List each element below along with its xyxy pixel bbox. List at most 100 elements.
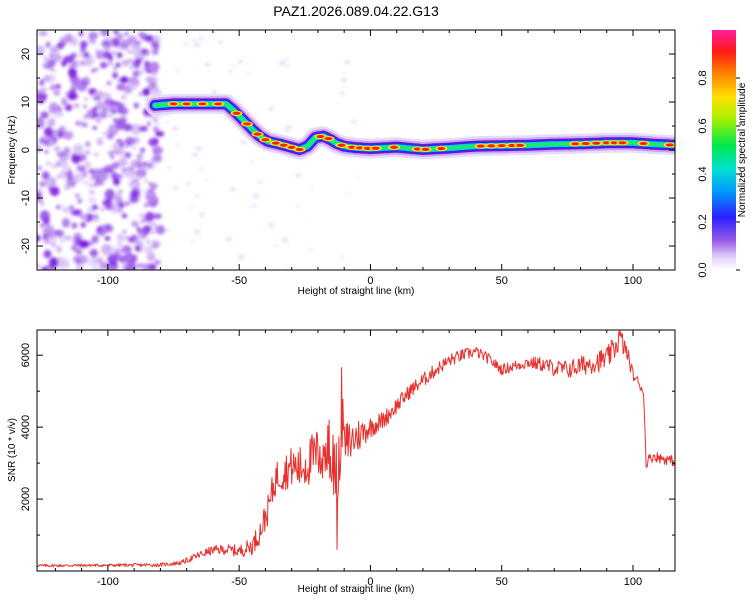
noise-blob — [152, 154, 163, 164]
noise-blob — [133, 179, 139, 184]
noise-blob — [111, 104, 119, 111]
noise-blob — [93, 152, 99, 157]
noise-blob — [91, 115, 97, 119]
noise-blob — [80, 61, 85, 65]
ridge-hotspot-red — [316, 134, 325, 139]
noise-blob — [149, 221, 158, 227]
noise-blob — [142, 88, 151, 97]
noise-blob-sparse — [344, 60, 351, 65]
noise-blob-sparse — [230, 187, 236, 192]
ridge-hotspot-red — [261, 138, 270, 142]
noise-blob — [59, 237, 65, 244]
noise-blob — [127, 58, 134, 64]
noise-blob — [37, 165, 43, 171]
ridge-hotspot-red — [437, 146, 446, 151]
noise-blob — [149, 62, 159, 71]
noise-blob — [116, 52, 123, 59]
noise-blob — [44, 264, 56, 270]
noise-blob — [96, 137, 104, 146]
noise-blob — [77, 197, 83, 204]
noise-blob — [144, 225, 152, 232]
noise-blob — [69, 205, 74, 210]
noise-blob — [110, 154, 115, 159]
colorbar-tick-label: 0.2 — [697, 214, 709, 229]
noise-blob — [110, 172, 115, 176]
noise-blob — [145, 240, 151, 244]
noise-blob — [51, 106, 57, 112]
noise-blob — [68, 67, 77, 78]
noise-blob-sparse — [295, 173, 301, 178]
noise-blob — [95, 50, 104, 60]
spectrogram-ytick-label: -20 — [20, 238, 32, 254]
noise-blob — [49, 177, 57, 187]
noise-blob — [90, 216, 100, 223]
noise-blob — [104, 236, 111, 241]
snr-series-line — [37, 330, 675, 568]
noise-blob — [81, 76, 91, 86]
noise-blob — [37, 143, 40, 147]
noise-blob — [135, 245, 141, 252]
ridge-hotspot-red — [287, 145, 296, 149]
noise-blob — [75, 194, 80, 198]
noise-blob — [75, 247, 83, 255]
noise-blob — [84, 161, 92, 168]
noise-blob — [62, 130, 74, 140]
noise-blob — [130, 123, 142, 135]
noise-blob — [61, 97, 68, 106]
spectrogram-xtick-label: -50 — [231, 275, 247, 287]
noise-blob — [97, 226, 103, 233]
noise-blob — [78, 32, 84, 36]
noise-blob-sparse — [209, 80, 212, 83]
noise-blob — [112, 66, 118, 72]
noise-blob — [155, 87, 160, 92]
noise-blob — [115, 62, 121, 68]
snr-ylabel: SNR (10 * v/v) — [7, 418, 18, 482]
noise-blob — [113, 248, 122, 255]
noise-blob — [41, 266, 47, 270]
noise-blob-sparse — [172, 126, 179, 131]
noise-blob — [67, 91, 78, 101]
noise-blob-sparse — [339, 91, 345, 96]
spectrogram-ytick-label: 20 — [20, 48, 32, 60]
noise-blob-sparse — [351, 120, 357, 124]
noise-blob — [153, 138, 159, 143]
noise-blob — [70, 245, 78, 252]
snr-ytick-label: 6000 — [20, 343, 32, 367]
noise-blob — [84, 97, 88, 101]
colorbar-tick-label: 0.8 — [697, 70, 709, 85]
spectrogram-xtick-label: 100 — [624, 275, 642, 287]
noise-blob — [51, 243, 57, 248]
noise-blob — [98, 171, 109, 181]
noise-blob — [109, 201, 120, 214]
noise-blob — [73, 232, 83, 242]
noise-blob-sparse — [165, 121, 170, 124]
snr-xtick-label: 100 — [624, 576, 642, 588]
noise-blob — [126, 49, 134, 54]
noise-blob — [91, 68, 96, 73]
noise-blob — [141, 189, 146, 193]
noise-blob — [138, 125, 148, 132]
noise-blob — [121, 230, 127, 234]
noise-blob-sparse — [186, 181, 191, 185]
noise-blob-sparse — [190, 240, 194, 243]
noise-blob — [88, 197, 97, 203]
snr-frame — [36, 329, 676, 572]
noise-blob — [152, 146, 163, 155]
noise-blob — [49, 68, 54, 72]
noise-blob — [104, 188, 116, 201]
noise-blob — [69, 75, 80, 84]
noise-blob — [125, 136, 136, 146]
noise-blob — [138, 165, 149, 173]
noise-blob — [106, 134, 114, 140]
noise-blob — [73, 103, 80, 109]
ridge-hotspot-red — [324, 137, 333, 141]
noise-blob — [85, 141, 91, 148]
noise-blob — [57, 159, 68, 168]
spectrogram-ridge — [145, 93, 675, 160]
ridge-hotspot-red — [214, 102, 223, 106]
snr-ytick-label: 4000 — [20, 415, 32, 439]
noise-blob — [116, 32, 124, 41]
